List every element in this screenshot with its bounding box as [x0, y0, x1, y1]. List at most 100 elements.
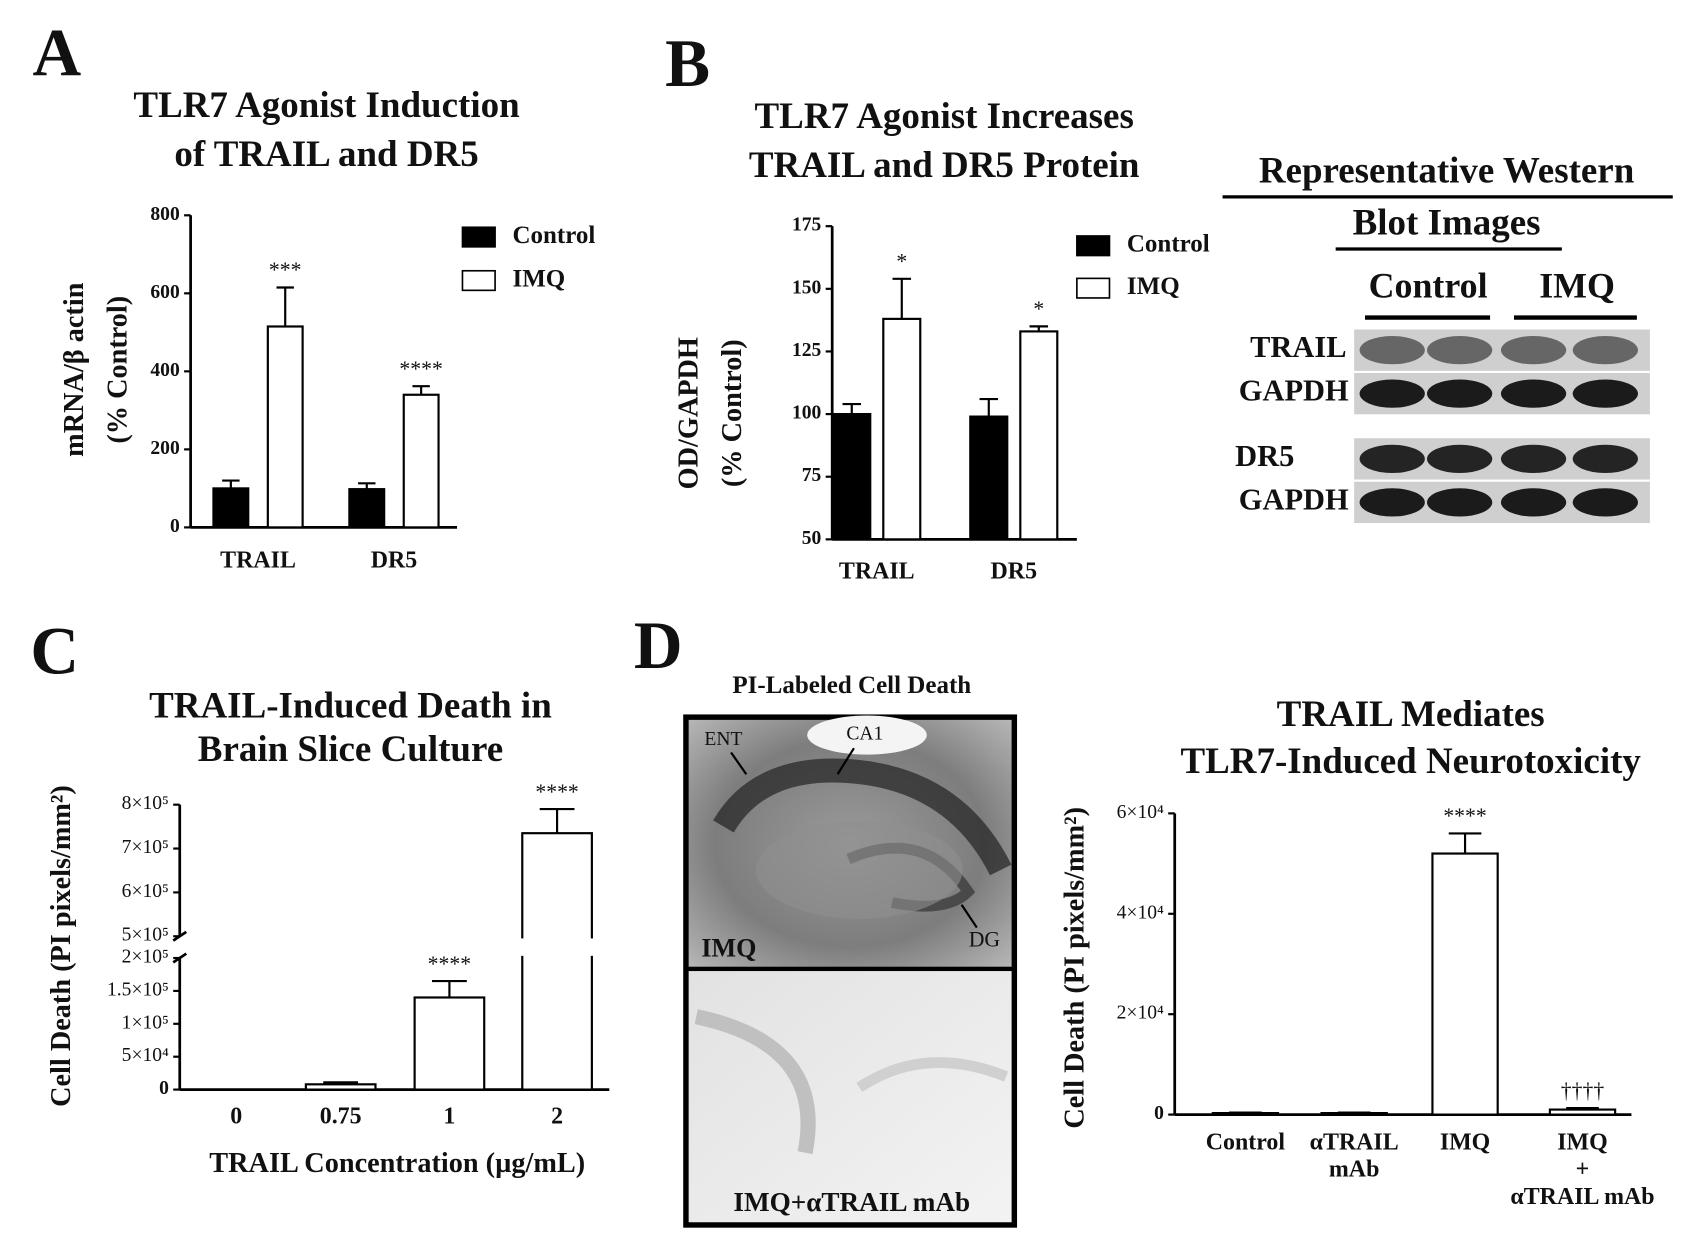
y-tick-label: 125 — [792, 340, 822, 361]
image-feature — [807, 715, 927, 755]
x-tick-label: IMQ — [1440, 1129, 1490, 1155]
axis-break — [172, 952, 188, 964]
significance: **** — [399, 357, 442, 381]
bar — [969, 415, 1009, 541]
blot-band — [1359, 336, 1425, 365]
y-tick-label: 800 — [150, 204, 180, 225]
y-tick-label: 4×10⁴ — [1117, 902, 1164, 923]
x-tick-label: Control — [1206, 1129, 1286, 1155]
image-bottom — [688, 971, 1012, 1223]
y-axis-label: (% Control) — [102, 296, 133, 444]
blot-band — [1359, 488, 1425, 517]
bar — [304, 1083, 377, 1091]
blot-group: Control — [1369, 265, 1488, 305]
chart-title: TRAIL and DR5 Protein — [749, 144, 1140, 185]
blot-band — [1500, 444, 1567, 474]
chart-title: TLR7 Agonist Increases — [755, 95, 1134, 136]
image-feature — [756, 820, 963, 919]
legend-swatch — [461, 269, 496, 292]
x-tick-label: + — [1576, 1157, 1590, 1183]
blot-row-label: GAPDH — [1239, 482, 1349, 516]
y-tick-label: 7×10⁵ — [122, 837, 169, 858]
image-feature — [856, 1057, 1009, 1092]
bar — [413, 996, 486, 1091]
chart-title: TRAIL-Induced Death in — [149, 684, 552, 725]
blot-bands — [1354, 329, 1650, 524]
chart-title: Brain Slice Culture — [198, 728, 503, 769]
chart-title: TLR7 Agonist Induction — [133, 84, 519, 125]
image-label: CA1 — [846, 724, 883, 745]
y-tick-label: 600 — [150, 282, 180, 303]
blot-band — [1572, 379, 1638, 408]
blot-band — [1359, 444, 1425, 474]
bar — [402, 393, 440, 529]
y-tick-label: 8×10⁵ — [122, 793, 169, 814]
bar — [212, 487, 250, 529]
image-label: ENT — [704, 729, 742, 750]
blot-band — [1572, 488, 1638, 517]
x-tick-label: αTRAIL — [1310, 1129, 1399, 1155]
x-tick-label: 1 — [443, 1103, 455, 1129]
chart-title: TLR7-Induced Neurotoxicity — [1180, 740, 1641, 781]
significance: *** — [269, 258, 302, 282]
blot-band — [1572, 336, 1638, 365]
x-tick-label: DR5 — [371, 548, 418, 574]
significance: †††† — [1561, 1079, 1605, 1103]
y-axis-label: Cell Death (PI pixels/mm²) — [1059, 807, 1090, 1129]
blot-title: Blot Images — [1353, 202, 1541, 243]
image-title: PI-Labeled Cell Death — [732, 672, 971, 699]
blot-band — [1427, 336, 1493, 365]
y-tick-label: 0 — [1154, 1103, 1164, 1124]
significance: **** — [1443, 804, 1486, 828]
blot-band — [1427, 444, 1493, 474]
y-tick-label: 0 — [159, 1078, 169, 1099]
blot-row-label: TRAIL — [1250, 330, 1346, 364]
legend-label: Control — [1127, 230, 1210, 257]
blot-band — [1359, 379, 1425, 408]
arrow — [730, 751, 748, 775]
image-feature — [713, 758, 1012, 876]
blot-row-label: GAPDH — [1239, 374, 1349, 408]
y-axis-label: mRNA/β actin — [59, 282, 90, 457]
blot-group: IMQ — [1539, 265, 1615, 305]
panel-label: C — [30, 613, 79, 688]
image-label: DG — [969, 928, 1001, 952]
panel-label: A — [33, 15, 82, 90]
significance: * — [1033, 297, 1044, 321]
panel-label: D — [634, 608, 683, 683]
panel-label: B — [665, 26, 710, 101]
y-tick-label: 1.5×10⁵ — [107, 979, 169, 1000]
y-tick-label: 2×10⁵ — [122, 946, 169, 967]
y-tick-label: 400 — [150, 360, 180, 381]
chart-title: TRAIL Mediates — [1277, 693, 1545, 734]
x-tick-label: 0.75 — [320, 1103, 362, 1129]
blot-band — [1500, 379, 1567, 408]
bar — [1019, 330, 1059, 541]
image-label: IMQ+αTRAIL mAb — [733, 1187, 970, 1217]
legend-label: IMQ — [1127, 273, 1180, 300]
bar — [882, 317, 922, 541]
x-tick-label: mAb — [1329, 1157, 1379, 1183]
bar-break — [520, 938, 595, 956]
y-tick-label: 6×10⁵ — [122, 881, 169, 902]
x-tick-label: 2 — [551, 1103, 563, 1129]
y-axis-label: Cell Death (PI pixels/mm²) — [46, 785, 77, 1107]
western-blot: Representative Western Blot Images Contr… — [1222, 149, 1673, 524]
y-tick-label: 175 — [792, 215, 822, 236]
bar — [832, 412, 872, 541]
arrow — [836, 747, 855, 775]
x-tick-label: IMQ — [1557, 1129, 1607, 1155]
y-tick-label: 200 — [150, 438, 180, 459]
x-axis-label: TRAIL Concentration (µg/mL) — [209, 1148, 585, 1179]
y-tick-label: 50 — [802, 528, 822, 549]
legend-label: IMQ — [512, 265, 565, 292]
legend-swatch — [1076, 277, 1111, 299]
image-label: IMQ — [701, 933, 756, 962]
y-tick-label: 6×10⁴ — [1117, 802, 1164, 823]
legend-swatch — [461, 226, 496, 248]
chart-title: of TRAIL and DR5 — [174, 133, 478, 174]
x-tick-label: TRAIL — [220, 548, 296, 574]
blot-band — [1572, 444, 1638, 474]
x-tick-label: 0 — [230, 1103, 242, 1129]
